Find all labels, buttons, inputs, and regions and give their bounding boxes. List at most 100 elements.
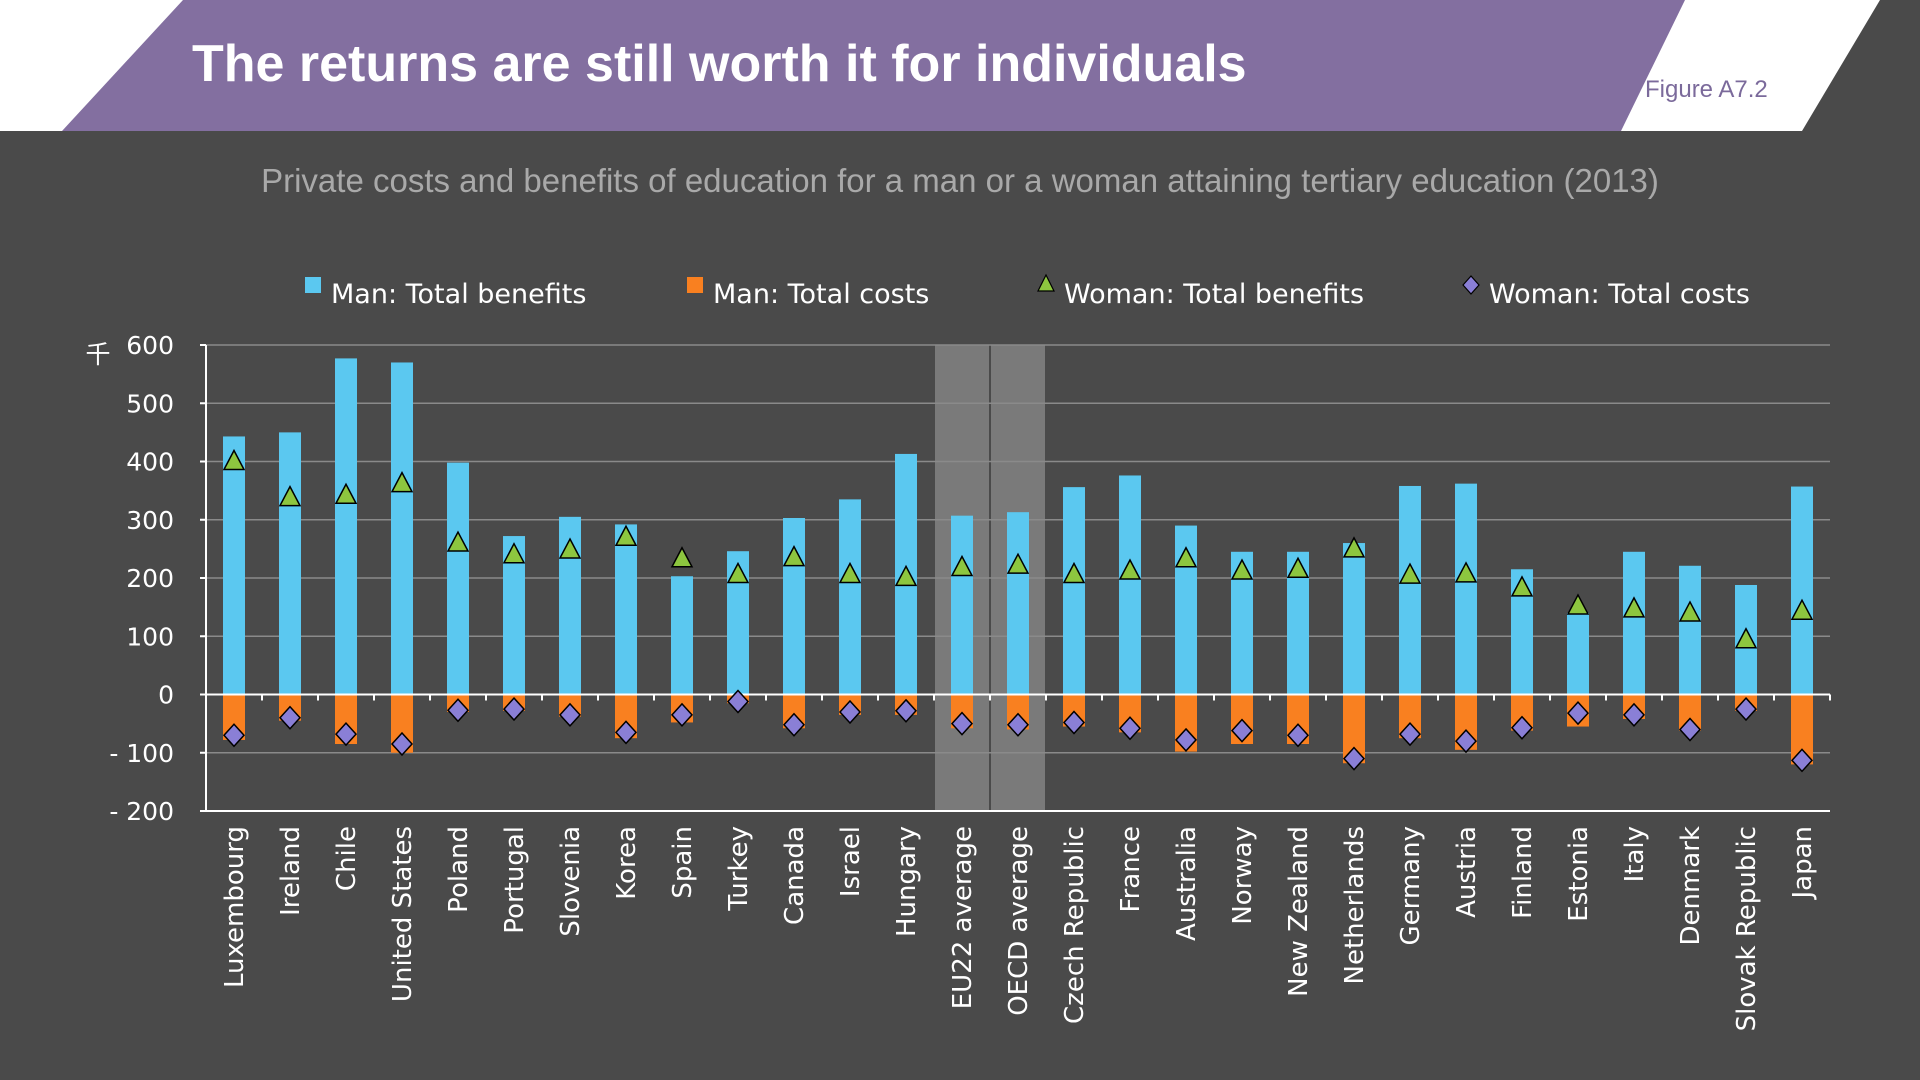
bar-man-benefits: [671, 576, 693, 695]
bar-man-benefits: [783, 518, 805, 695]
bar-man-benefits: [1007, 512, 1029, 695]
marker-woman-costs: [1510, 715, 1534, 740]
marker-woman-benefits: [670, 546, 694, 568]
bar-man-benefits: [503, 536, 525, 695]
marker-woman-benefits: [726, 561, 750, 584]
y-tick-label: 0: [158, 681, 174, 710]
bar-man-costs: [1343, 694, 1365, 764]
category-label: Germany: [1396, 826, 1426, 946]
bar-man-benefits: [223, 436, 245, 695]
marker-woman-costs: [1790, 748, 1814, 773]
bar-man-benefits: [391, 362, 413, 695]
marker-woman-benefits: [1566, 593, 1590, 615]
bar-man-benefits: [1623, 551, 1645, 695]
bar-man-costs: [1511, 694, 1533, 731]
marker-woman-benefits: [222, 448, 246, 471]
marker-woman-benefits: [1510, 575, 1534, 597]
bar-man-benefits: [1399, 485, 1421, 695]
title-banner: [62, 0, 1685, 131]
marker-woman-benefits: [1622, 596, 1646, 618]
category-label: Hungary: [892, 826, 922, 937]
marker-woman-costs: [1230, 718, 1254, 743]
marker-woman-costs: [1622, 702, 1646, 728]
bar-man-benefits: [1231, 551, 1253, 695]
category-label: Korea: [612, 826, 642, 900]
marker-woman-costs: [1566, 701, 1590, 726]
marker-woman-costs: [1118, 716, 1142, 741]
bar-man-benefits: [1343, 543, 1365, 695]
legend-swatch: [687, 277, 703, 293]
category-label: Japan: [1788, 826, 1818, 901]
marker-woman-costs: [1342, 746, 1366, 771]
category-label: Netherlands: [1340, 826, 1370, 985]
corner-accent: [1802, 0, 1920, 131]
marker-woman-costs: [446, 698, 470, 723]
marker-woman-benefits: [1286, 556, 1310, 579]
marker-woman-costs: [222, 723, 246, 748]
marker-woman-benefits: [334, 482, 358, 505]
bar-man-costs: [1791, 694, 1813, 765]
marker-woman-benefits: [1006, 552, 1030, 574]
category-label: Austria: [1452, 826, 1482, 918]
y-tick-label: 100: [126, 622, 174, 651]
marker-woman-costs: [670, 702, 694, 728]
legend-label: Woman: Total costs: [1489, 279, 1750, 310]
bar-man-benefits: [279, 432, 301, 695]
marker-woman-costs: [278, 705, 302, 730]
marker-woman-benefits: [278, 485, 302, 507]
category-label: Italy: [1620, 826, 1650, 882]
category-label: Chile: [332, 826, 362, 891]
y-tick-label: 300: [126, 506, 174, 535]
category-label: Slovak Republic: [1732, 826, 1762, 1031]
category-label: New Zealand: [1284, 826, 1314, 997]
marker-woman-costs: [1678, 717, 1702, 742]
bar-man-benefits: [727, 551, 749, 695]
category-label: Denmark: [1676, 826, 1706, 946]
category-label: Turkey: [724, 826, 754, 912]
marker-woman-costs: [1454, 728, 1478, 754]
marker-woman-costs: [614, 720, 638, 745]
y-tick-label: 400: [126, 448, 174, 477]
legend-swatch: [1037, 273, 1055, 292]
marker-woman-costs: [1398, 721, 1422, 747]
y-tick-label: - 200: [109, 797, 174, 826]
legend-swatch: [305, 277, 321, 293]
legend-label: Man: Total costs: [713, 279, 929, 310]
marker-woman-costs: [502, 696, 526, 722]
bar-man-costs: [1679, 694, 1701, 731]
marker-woman-benefits: [782, 545, 806, 567]
marker-woman-benefits: [1118, 558, 1142, 580]
marker-woman-costs: [390, 731, 414, 757]
marker-woman-benefits: [446, 530, 470, 552]
legend-label: Woman: Total benefits: [1064, 279, 1364, 310]
y-tick-label: 200: [126, 564, 174, 593]
marker-woman-costs: [1286, 723, 1310, 748]
marker-woman-costs: [558, 702, 582, 728]
marker-woman-benefits: [1230, 558, 1254, 580]
marker-woman-costs: [334, 721, 358, 747]
category-label: Poland: [444, 826, 474, 913]
y-tick-label: 500: [126, 389, 174, 418]
category-label: United States: [388, 826, 418, 1002]
figure-label: Figure A7.2: [1645, 76, 1768, 103]
category-label: Australia: [1172, 826, 1202, 941]
category-label: Finland: [1508, 826, 1538, 919]
marker-woman-costs: [1734, 696, 1758, 722]
category-label: EU22 average: [948, 826, 978, 1009]
legend-swatch: [1462, 275, 1480, 295]
marker-woman-benefits: [502, 542, 526, 564]
marker-woman-costs: [726, 689, 750, 714]
bar-man-benefits: [1175, 525, 1197, 695]
bar-man-benefits: [1567, 612, 1589, 695]
marker-woman-costs: [782, 712, 806, 737]
marker-woman-benefits: [838, 561, 862, 584]
bar-man-benefits: [1791, 486, 1813, 695]
y-tick-label: 600: [126, 331, 174, 360]
page-title: The returns are still worth it for indiv…: [192, 35, 1247, 93]
marker-woman-benefits: [390, 471, 414, 493]
marker-woman-benefits: [1062, 561, 1086, 584]
chart-subtitle: Private costs and benefits of education …: [261, 162, 1659, 199]
marker-woman-benefits: [1174, 546, 1198, 568]
bar-man-benefits: [615, 524, 637, 695]
marker-woman-benefits: [1734, 627, 1758, 649]
